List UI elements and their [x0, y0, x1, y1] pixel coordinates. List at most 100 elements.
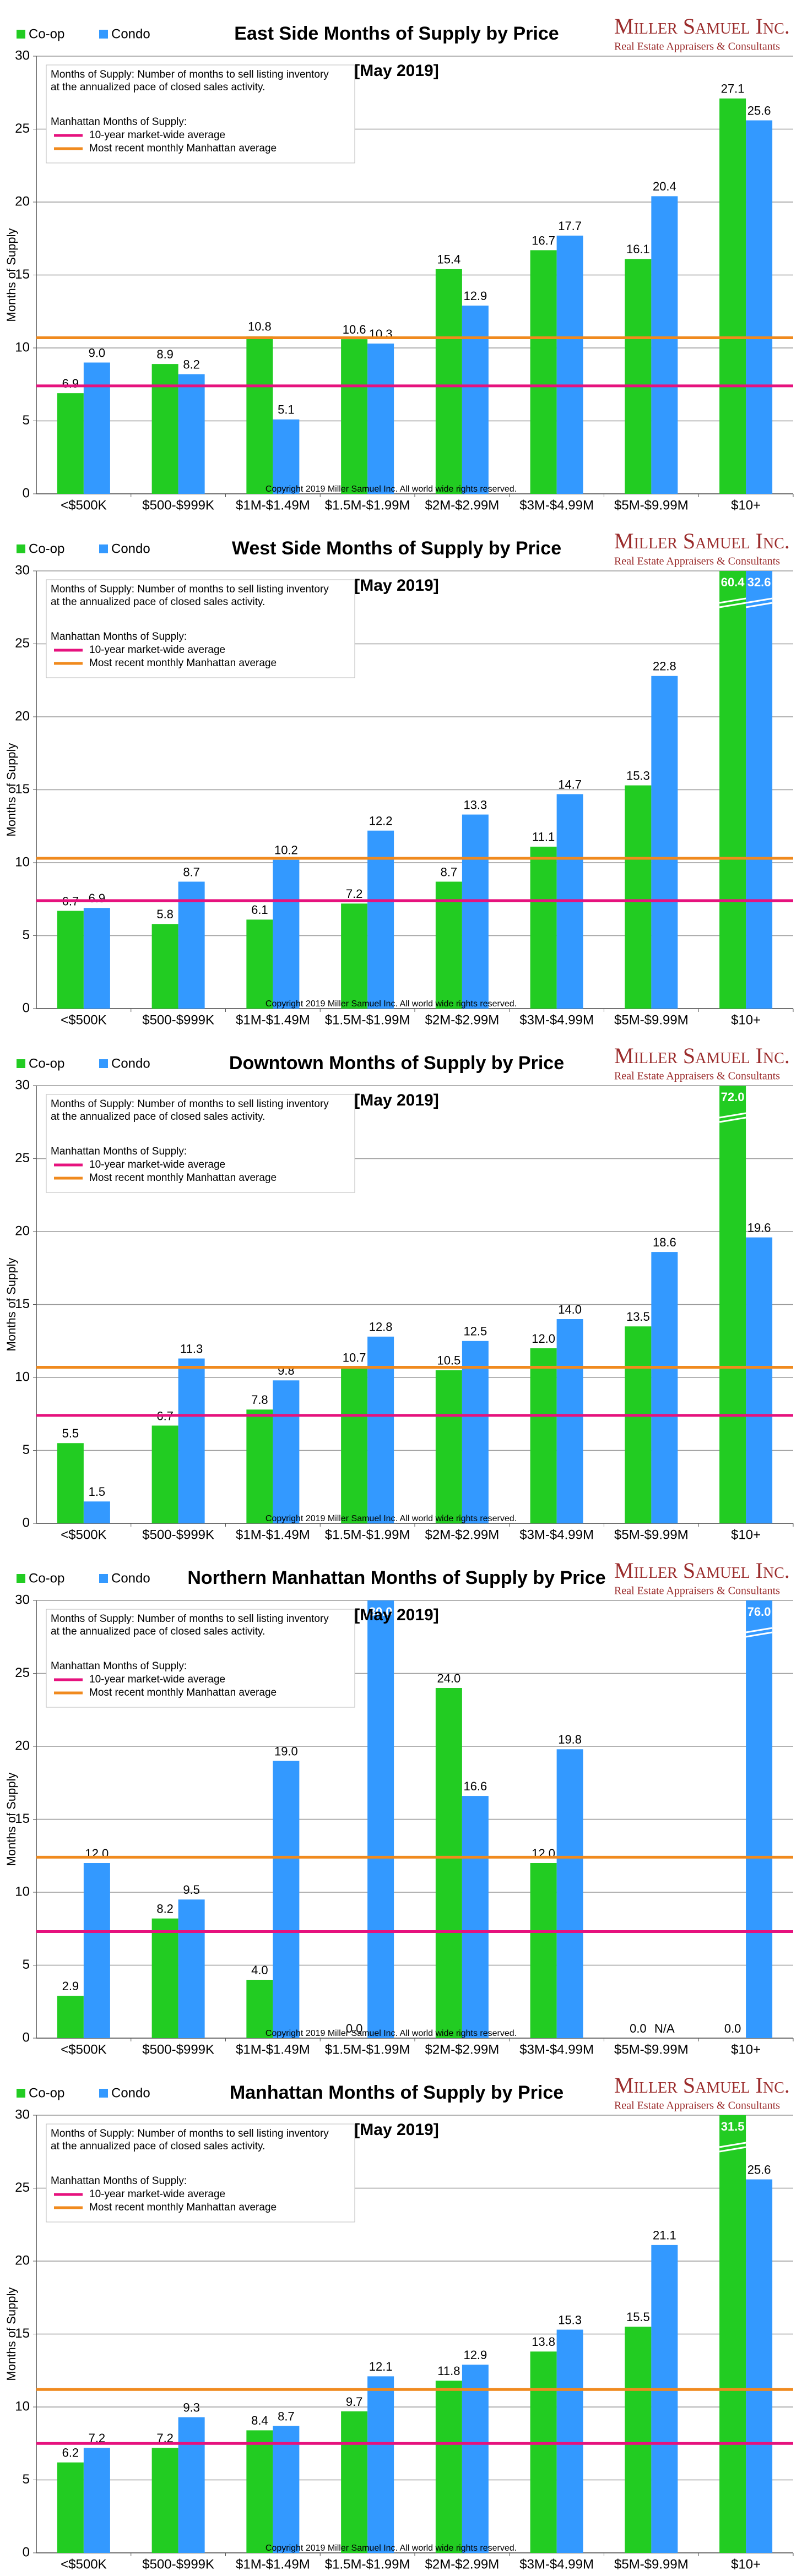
bar [83, 908, 110, 1009]
bar [625, 259, 652, 494]
bar [435, 2381, 462, 2553]
value-label: 8.7 [278, 2409, 295, 2423]
value-label: 10.7 [343, 1350, 366, 1364]
bar [530, 2351, 557, 2553]
y-axis-title: Months of Supply [4, 743, 18, 837]
y-tick-label: 20 [15, 194, 30, 209]
value-label: 12.8 [369, 1320, 393, 1334]
legend-swatch [99, 1574, 108, 1583]
value-label: 17.7 [558, 219, 582, 233]
x-tick-label: $500-$999K [142, 498, 214, 513]
bar [530, 1348, 557, 1523]
reference-title: Manhattan Months of Supply: [51, 2175, 187, 2187]
subtitle: [May 2019] [354, 1091, 438, 1109]
bar [57, 911, 84, 1009]
logo-tagline: Real Estate Appraisers & Consultants [614, 1585, 780, 1597]
bar [625, 2327, 652, 2553]
value-label: 13.8 [532, 2335, 555, 2349]
value-label: 12.5 [463, 1325, 487, 1338]
value-label: 5.5 [62, 1426, 79, 1440]
value-label: 12.9 [463, 289, 487, 303]
y-tick-label: 25 [15, 1665, 30, 1680]
value-label: 13.5 [626, 1310, 650, 1324]
y-tick-label: 15 [15, 1297, 30, 1311]
bar [651, 2245, 678, 2553]
chart: Manhattan Months of Supply by Price Mille… [4, 2073, 794, 2572]
y-tick-label: 10 [15, 2399, 30, 2414]
value-label: 15.3 [558, 2313, 582, 2327]
value-label: 25.6 [747, 104, 771, 117]
y-tick-label: 20 [15, 709, 30, 723]
legend-swatch [17, 2089, 25, 2098]
y-tick-label: 10 [15, 854, 30, 869]
legend-label: Co-op [29, 541, 64, 556]
value-label: 6.9 [62, 377, 79, 390]
axis-break [745, 602, 773, 608]
x-tick-label: $500-$999K [142, 1012, 214, 1027]
bar [435, 1370, 462, 1523]
legend-swatch [17, 1574, 25, 1583]
note-box [46, 2123, 355, 2223]
value-label: 10.2 [274, 843, 298, 857]
bar [273, 859, 300, 1009]
value-label: 7.8 [251, 1393, 268, 1407]
x-tick-label: <$500K [61, 2557, 106, 2572]
y-tick-label: 20 [15, 2253, 30, 2268]
value-label: 4.0 [251, 1963, 268, 1977]
legend-label: Condo [111, 541, 150, 556]
x-tick-label: $2M-$2.99M [425, 2557, 500, 2572]
value-label: 8.7 [183, 865, 200, 879]
axis-break [719, 602, 746, 608]
x-tick-label: $3M-$4.99M [519, 498, 594, 513]
axis-break [719, 1117, 746, 1123]
y-tick-label: 25 [15, 636, 30, 651]
y-tick-label: 30 [15, 563, 30, 578]
x-tick-label: $1.5M-$1.99M [325, 498, 410, 513]
value-label: 12.2 [369, 814, 393, 828]
bar [57, 2462, 84, 2553]
bar [151, 364, 178, 494]
note: Months of Supply: Number of months to se… [51, 1098, 329, 1123]
bar [719, 1086, 746, 1523]
value-label: 14.0 [558, 1303, 582, 1316]
bar [341, 2411, 368, 2553]
bar [651, 196, 678, 494]
bar [367, 2376, 394, 2553]
x-tick-label: $5M-$9.99M [614, 2042, 689, 2057]
legend-swatch [99, 2089, 108, 2098]
value-label: 6.9 [89, 891, 106, 905]
bar [462, 1341, 489, 1523]
logo-name: Miller Samuel Inc. [614, 1558, 790, 1583]
chart: Downtown Months of Supply by Price Miller… [4, 1043, 794, 1542]
value-label: 9.0 [89, 346, 106, 360]
bar [746, 1237, 773, 1523]
value-label: 2.9 [62, 1979, 79, 1993]
bar [246, 2430, 273, 2553]
value-label: 31.5 [721, 2120, 745, 2133]
value-label: 72.0 [721, 1090, 745, 1104]
reference-title: Manhattan Months of Supply: [51, 116, 187, 128]
legend-label: Condo [111, 1571, 150, 1586]
legend-swatch [17, 30, 25, 39]
axis-break [719, 597, 746, 604]
logo-name: Miller Samuel Inc. [614, 1043, 790, 1068]
axis-break [745, 597, 773, 604]
chart: West Side Months of Supply by Price Mille… [4, 529, 794, 1027]
y-tick-label: 15 [15, 2326, 30, 2341]
bar [341, 903, 368, 1009]
bar [178, 1358, 205, 1523]
axis-break [745, 1631, 773, 1638]
y-tick-label: 25 [15, 121, 30, 136]
bar [151, 1918, 178, 2038]
legend-label: Condo [111, 2085, 150, 2100]
x-tick-label: $500-$999K [142, 1527, 214, 1542]
bar [651, 1252, 678, 1523]
chart-title: East Side Months of Supply by Price [234, 23, 559, 44]
y-tick-label: 5 [23, 413, 30, 428]
value-label: 32.6 [747, 575, 771, 589]
x-tick-label: $1M-$1.49M [236, 1527, 310, 1542]
legend-swatch [99, 30, 108, 39]
bar [246, 336, 273, 494]
y-tick-label: 5 [23, 2472, 30, 2487]
